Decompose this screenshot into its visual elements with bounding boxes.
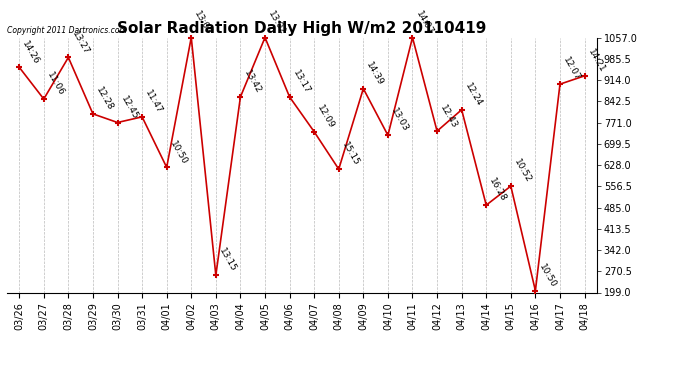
Text: 14:26: 14:26 <box>21 39 41 66</box>
Text: 12:28: 12:28 <box>95 86 115 112</box>
Text: 12:09: 12:09 <box>315 104 336 130</box>
Text: 16:28: 16:28 <box>488 177 509 204</box>
Text: 14:39: 14:39 <box>365 60 386 87</box>
Text: 14:21: 14:21 <box>586 48 607 75</box>
Text: Copyright 2011 Dartronics.com: Copyright 2011 Dartronics.com <box>7 26 127 35</box>
Text: 13:07: 13:07 <box>193 9 213 36</box>
Text: 10:50: 10:50 <box>168 139 189 166</box>
Text: 11:06: 11:06 <box>45 71 66 98</box>
Text: 15:15: 15:15 <box>340 141 361 168</box>
Text: 13:02: 13:02 <box>266 9 287 36</box>
Title: Solar Radiation Daily High W/m2 20110419: Solar Radiation Daily High W/m2 20110419 <box>117 21 486 36</box>
Text: 10:52: 10:52 <box>512 158 533 185</box>
Text: 12:24: 12:24 <box>463 82 484 108</box>
Text: 13:15: 13:15 <box>217 247 238 274</box>
Text: 11:47: 11:47 <box>144 88 164 116</box>
Text: 12:07: 12:07 <box>562 56 582 83</box>
Text: 12:45: 12:45 <box>119 94 139 121</box>
Text: 14:07: 14:07 <box>414 9 435 36</box>
Text: 13:27: 13:27 <box>70 29 90 56</box>
Text: 13:17: 13:17 <box>291 69 312 96</box>
Text: 10:50: 10:50 <box>537 262 558 290</box>
Text: 13:42: 13:42 <box>241 69 262 96</box>
Text: 12:43: 12:43 <box>438 103 459 130</box>
Text: 13:03: 13:03 <box>389 107 410 134</box>
